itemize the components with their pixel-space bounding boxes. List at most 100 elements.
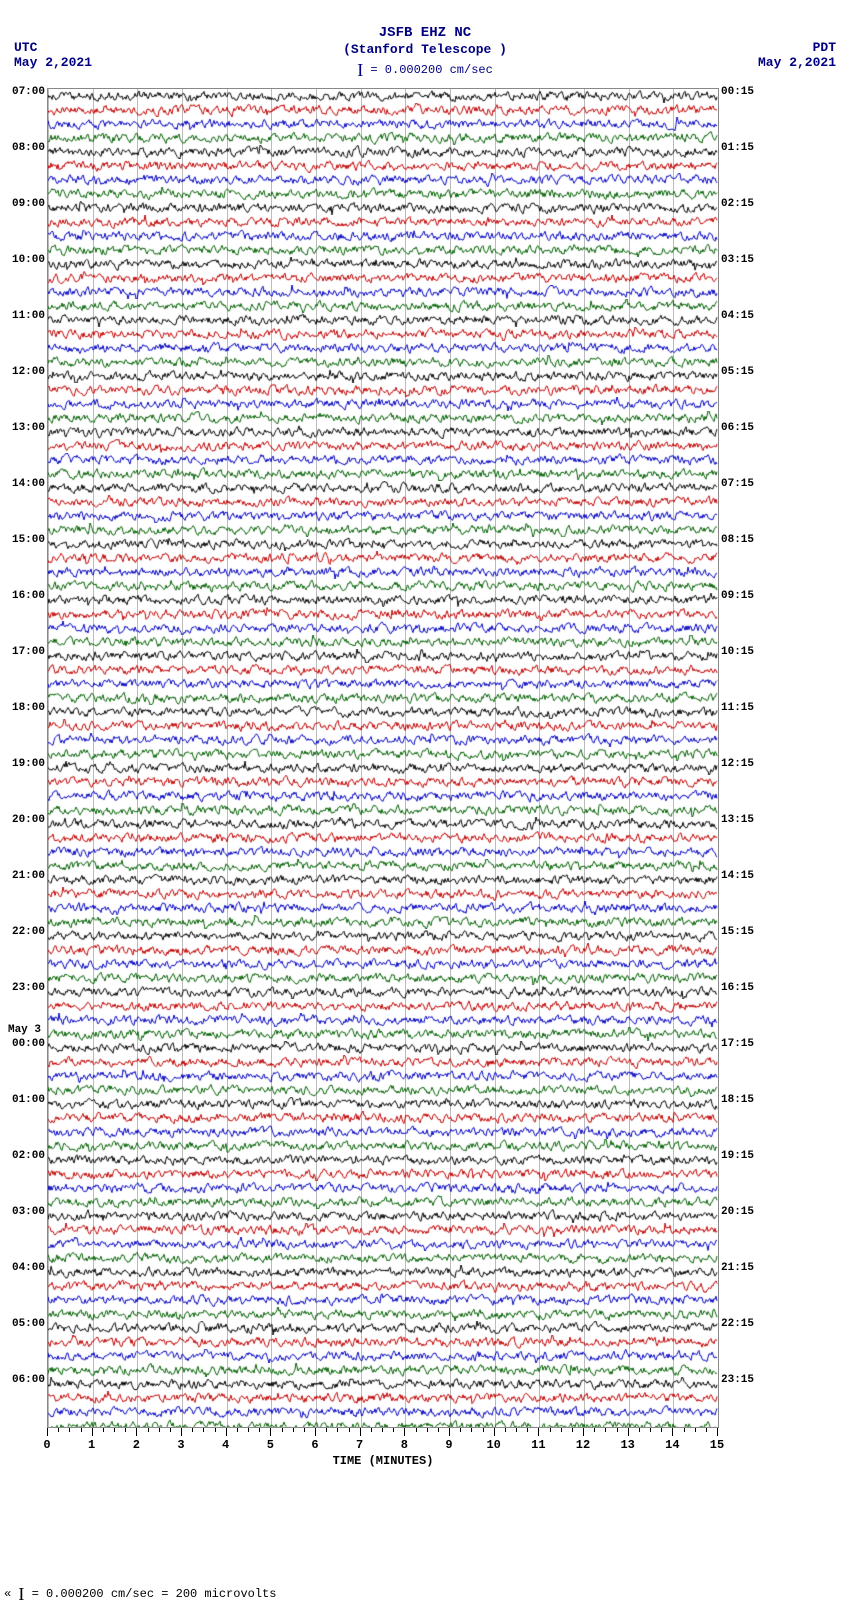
- scale-legend-text: = 0.000200 cm/sec: [370, 63, 492, 77]
- x-tick-major: [181, 1428, 182, 1436]
- trace-canvas: [48, 803, 718, 817]
- x-axis-title: TIME (MINUTES): [47, 1454, 719, 1468]
- utc-hour-label: 12:00: [1, 366, 45, 378]
- trace-row: [48, 523, 718, 537]
- trace-canvas: [48, 593, 718, 607]
- trace-canvas: [48, 1097, 718, 1111]
- trace-canvas: [48, 355, 718, 369]
- trace-canvas: [48, 439, 718, 453]
- trace-row: [48, 369, 718, 383]
- trace-row: [48, 383, 718, 397]
- trace-canvas: [48, 1349, 718, 1363]
- trace-canvas: [48, 117, 718, 131]
- trace-row: [48, 901, 718, 915]
- trace-row: [48, 635, 718, 649]
- x-tick-label: 14: [665, 1438, 679, 1452]
- trace-row: [48, 1293, 718, 1307]
- trace-row: [48, 1349, 718, 1363]
- x-tick-minor: [561, 1428, 562, 1432]
- pdt-hour-label: 08:15: [721, 534, 765, 546]
- trace-canvas: [48, 1251, 718, 1265]
- x-tick-minor: [505, 1428, 506, 1432]
- trace-row: [48, 817, 718, 831]
- trace-canvas: [48, 201, 718, 215]
- x-tick-minor: [349, 1428, 350, 1432]
- trace-row: [48, 145, 718, 159]
- pdt-hour-label: 01:15: [721, 142, 765, 154]
- x-tick-minor: [304, 1428, 305, 1432]
- trace-row: [48, 89, 718, 103]
- trace-canvas: [48, 677, 718, 691]
- trace-canvas: [48, 607, 718, 621]
- trace-canvas: [48, 1027, 718, 1041]
- trace-canvas: [48, 733, 718, 747]
- trace-canvas: [48, 397, 718, 411]
- pdt-hour-label: 04:15: [721, 310, 765, 322]
- trace-canvas: [48, 775, 718, 789]
- trace-row: [48, 467, 718, 481]
- trace-canvas: [48, 453, 718, 467]
- trace-canvas: [48, 327, 718, 341]
- trace-canvas: [48, 971, 718, 985]
- trace-canvas: [48, 173, 718, 187]
- trace-row: [48, 1069, 718, 1083]
- trace-canvas: [48, 943, 718, 957]
- footer-text: = 0.000200 cm/sec = 200 microvolts: [24, 1587, 276, 1601]
- pdt-hour-label: 02:15: [721, 198, 765, 210]
- trace-row: [48, 1363, 718, 1377]
- x-tick-minor: [293, 1428, 294, 1432]
- trace-canvas: [48, 1041, 718, 1055]
- trace-row: [48, 1153, 718, 1167]
- x-tick-major: [449, 1428, 450, 1436]
- trace-canvas: [48, 1237, 718, 1251]
- trace-row: [48, 229, 718, 243]
- utc-hour-label: 18:00: [1, 702, 45, 714]
- trace-row: [48, 1111, 718, 1125]
- trace-canvas: [48, 425, 718, 439]
- trace-canvas: [48, 103, 718, 117]
- trace-row: [48, 733, 718, 747]
- x-tick-major: [226, 1428, 227, 1436]
- trace-row: [48, 1307, 718, 1321]
- day-rollover-label: May 3: [1, 1024, 41, 1036]
- pdt-hour-label: 00:15: [721, 86, 765, 98]
- trace-row: [48, 313, 718, 327]
- trace-row: [48, 1265, 718, 1279]
- pdt-hour-label: 22:15: [721, 1318, 765, 1330]
- utc-hour-label: 02:00: [1, 1150, 45, 1162]
- trace-row: [48, 117, 718, 131]
- trace-canvas: [48, 1307, 718, 1321]
- trace-row: [48, 355, 718, 369]
- trace-canvas: [48, 229, 718, 243]
- trace-row: [48, 873, 718, 887]
- trace-canvas: [48, 481, 718, 495]
- trace-row: [48, 1237, 718, 1251]
- trace-canvas: [48, 1111, 718, 1125]
- header-block: JSFB EHZ NC (Stanford Telescope ): [0, 25, 850, 57]
- trace-row: [48, 565, 718, 579]
- trace-canvas: [48, 1377, 718, 1391]
- trace-row: [48, 831, 718, 845]
- pdt-hour-label: 21:15: [721, 1262, 765, 1274]
- x-tick-major: [47, 1428, 48, 1436]
- x-tick-minor: [416, 1428, 417, 1432]
- trace-canvas: [48, 915, 718, 929]
- trace-row: [48, 803, 718, 817]
- trace-row: [48, 299, 718, 313]
- trace-row: [48, 1377, 718, 1391]
- page-title: JSFB EHZ NC: [0, 25, 850, 42]
- trace-canvas: [48, 789, 718, 803]
- pdt-hour-label: 16:15: [721, 982, 765, 994]
- trace-row: [48, 1195, 718, 1209]
- pdt-hour-label: 12:15: [721, 758, 765, 770]
- trace-row: [48, 1419, 718, 1428]
- x-tick-minor: [594, 1428, 595, 1432]
- x-tick-major: [583, 1428, 584, 1436]
- trace-row: [48, 201, 718, 215]
- x-tick-major: [717, 1428, 718, 1436]
- trace-row: [48, 439, 718, 453]
- x-tick-minor: [259, 1428, 260, 1432]
- x-tick-label: 3: [177, 1438, 184, 1452]
- trace-canvas: [48, 1265, 718, 1279]
- utc-hour-label: 22:00: [1, 926, 45, 938]
